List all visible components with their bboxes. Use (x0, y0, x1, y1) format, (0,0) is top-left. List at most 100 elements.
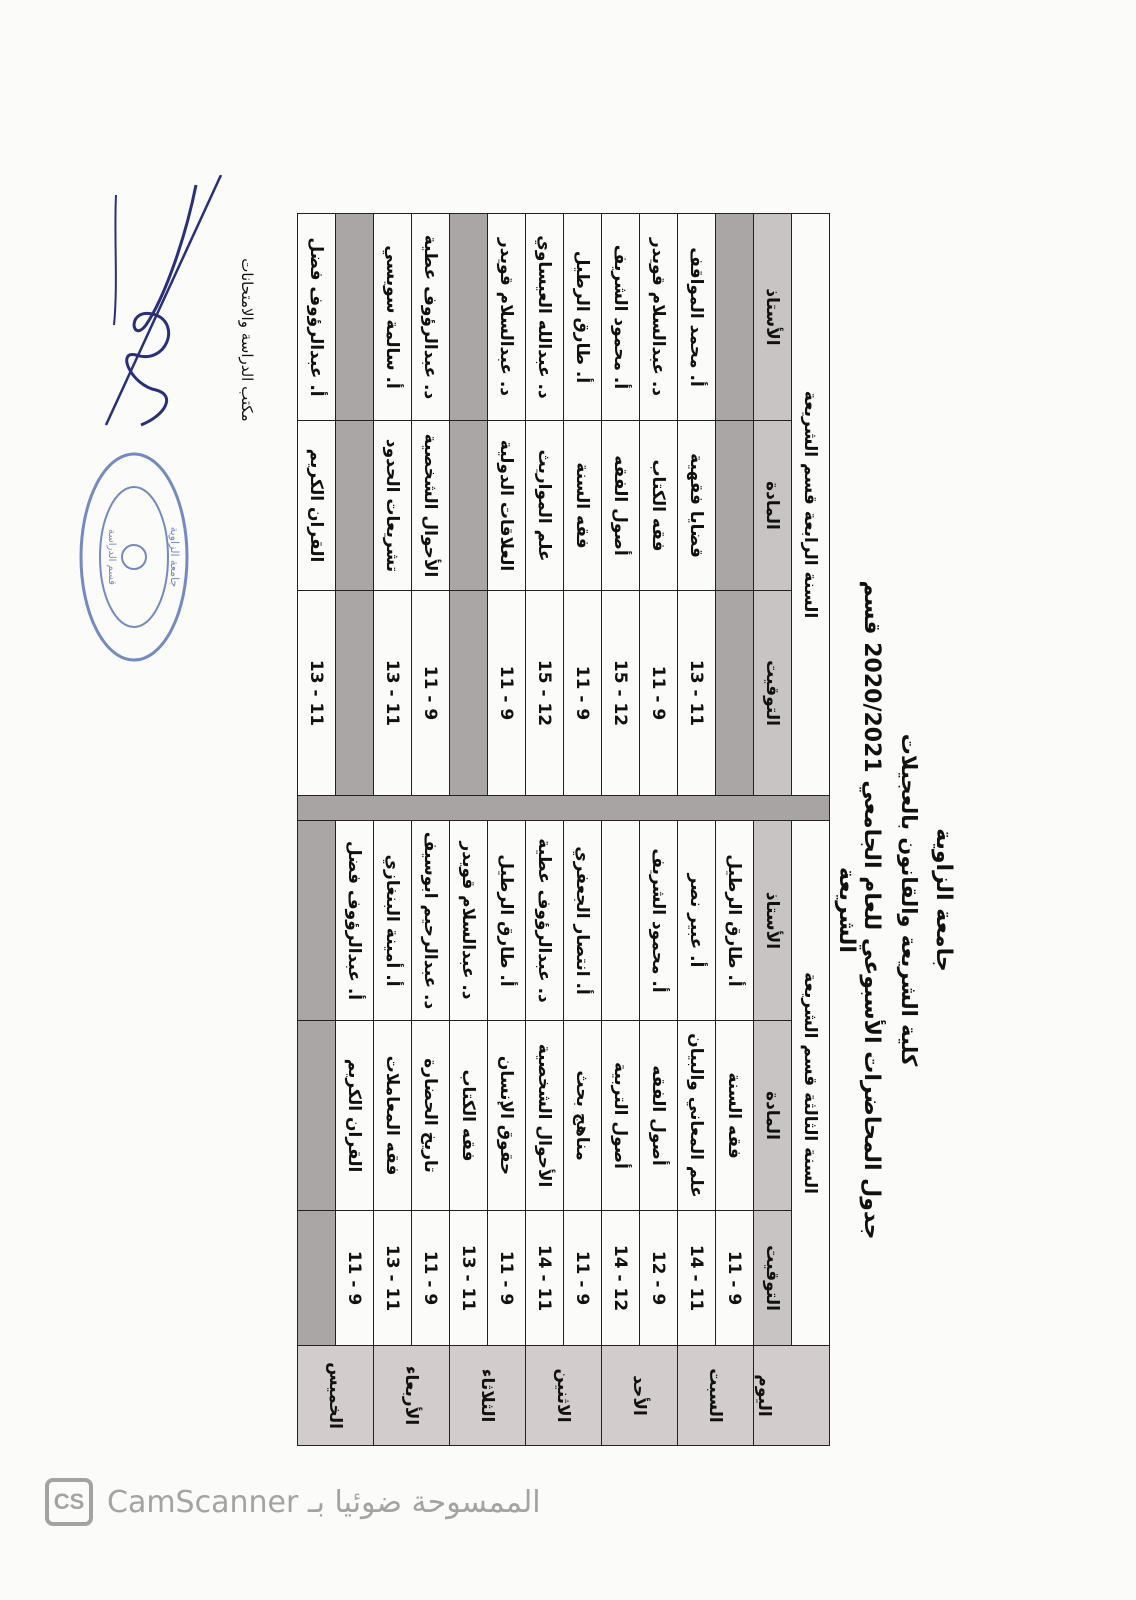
year3-instructor-cell: د. عبدالسلام قويدر (449, 820, 488, 1021)
year4-instructor-cell: أ. طارق الرطيل (563, 213, 602, 421)
day-cell: الأحد (601, 1345, 678, 1446)
year3-time-cell: 11 - 13 (449, 1210, 488, 1346)
table-row: الأربعاء 9 - 11 تاريخ الحضارة د. عبدالرحيم … (373, 213, 450, 1446)
year3-time-cell: 11 - 14 (677, 1210, 716, 1346)
university-name: جامعة الزاوية (931, 828, 956, 972)
year3-instructor-cell: د. عبدالرؤوف عطية (525, 820, 564, 1021)
year3-instructor-header: الأستاذ (753, 820, 792, 1021)
table-row: 11 - 14 الأحوال الشخصية د. عبدالرؤوف عطية 1… (525, 213, 564, 1446)
year3-time-cell: 12 - 14 (601, 1210, 640, 1346)
year3-time-cell: 9 - 11 (411, 1210, 450, 1346)
year3-empty-cell (297, 820, 336, 1021)
year3-time-cell: 9 - 11 (563, 1210, 602, 1346)
year4-instructor-cell: د. عبدالرؤوف عطية (411, 213, 450, 421)
table-row: الثلاثاء 9 - 11 حقوق الإنسان أ. طارق الرطيل… (449, 213, 526, 1446)
year3-subject-cell: فقه السنة (715, 1020, 754, 1211)
year3-subject-cell: أصول التربية (601, 1020, 640, 1211)
watermark-text: الممسوحة ضوئيا بـ CamScanner (107, 1484, 541, 1520)
column-header-row: التوقيت المادة الأستاذ التوقيت المادة الأستاذ (753, 213, 792, 1446)
year4-instructor-cell: د. عبدالسلام قويدر (487, 213, 526, 421)
table-row: الخميس 9 - 11 القران الكريم أ. عبدالرؤوف فض… (297, 213, 374, 1446)
year3-subject-cell: أصول الفقه (639, 1020, 678, 1211)
year4-empty-cell (715, 420, 754, 591)
year3-time-cell: 11 - 14 (525, 1210, 564, 1346)
year3-instructor-cell: أ. أمينة البنغازي (373, 820, 412, 1021)
year3-instructor-cell: أ. محمود الشريف (639, 820, 678, 1021)
year4-time-cell: 9 - 11 (487, 590, 526, 796)
day-cell: الخميس (297, 1345, 374, 1446)
year3-subject-cell: فقه الكتاب (449, 1020, 488, 1211)
title-row: اليوم السنة الثالثة قسم الشريعة السنة الرا… (297, 213, 830, 1446)
year3-time-cell: 9 - 11 (715, 1210, 754, 1346)
year4-time-cell: 11 - 13 (297, 590, 336, 796)
year4-time-cell: 11 - 13 (677, 590, 716, 796)
year4-time-cell: 12 - 15 (601, 590, 640, 796)
year3-subject-cell: الأحوال الشخصية (525, 1020, 564, 1211)
year4-subject-cell: أصول الفقه (601, 420, 640, 591)
year3-subject-cell: تاريخ الحضارة (411, 1020, 450, 1211)
year3-subject-cell: علم المعاني والبيان (677, 1020, 716, 1211)
year4-empty-cell (715, 590, 754, 796)
year4-time-cell: 9 - 11 (411, 590, 450, 796)
year4-empty-cell (715, 213, 754, 421)
year4-time-header: التوقيت (753, 590, 792, 796)
year4-subject-cell: العلاقات الدولية (487, 420, 526, 591)
year4-subject-cell: فقه الكتاب (639, 420, 678, 591)
svg-text:جامعة الزاوية: جامعة الزاوية (168, 527, 181, 588)
year4-title: السنة الرابعة قسم الشريعة (791, 213, 830, 796)
year4-time-cell: 12 - 15 (525, 590, 564, 796)
year4-instructor-header: الأستاذ (753, 213, 792, 421)
year4-time-cell: 9 - 11 (639, 590, 678, 796)
table-row: الاثنين 9 - 11 مناهج بحث أ. انتصار الجعفري 9… (525, 213, 602, 1446)
year4-empty-cell (449, 420, 488, 591)
year3-subject-header: المادة (753, 1020, 792, 1211)
table-row: 11 - 13 فقه الكتاب د. عبدالسلام قويدر (449, 213, 488, 1446)
section-separator (297, 795, 830, 821)
schedule-table: اليوم السنة الثالثة قسم الشريعة السنة الرا… (297, 213, 830, 1446)
year3-empty-cell (297, 1210, 336, 1346)
table-row: 11 - 14 علم المعاني والبيان أ. عبير نصر 11 … (677, 213, 716, 1446)
year3-instructor-cell (601, 820, 640, 1021)
year3-subject-cell: القران الكريم (335, 1020, 374, 1211)
department-stamp: جامعة الزاوية قسم الدراسة (79, 452, 189, 662)
year3-instructor-cell: أ. طارق الرطيل (487, 820, 526, 1021)
year3-time-header: التوقيت (753, 1210, 792, 1346)
year4-empty-cell (335, 213, 374, 421)
table-row: 11 - 13 القران الكريم أ. عبدالرؤوف فضل (297, 213, 336, 1446)
year3-time-cell: 9 - 12 (639, 1210, 678, 1346)
year4-empty-cell (335, 420, 374, 591)
year4-empty-cell (449, 590, 488, 796)
camscanner-logo-icon: CS (45, 1478, 93, 1526)
year3-time-cell: 9 - 11 (487, 1210, 526, 1346)
table-row: 12 - 14 أصول التربية 12 - 15 أصول الفقه أ. م… (601, 213, 640, 1446)
year4-subject-cell: فقه السنة (563, 420, 602, 591)
year4-time-cell: 11 - 13 (373, 590, 412, 796)
year4-subject-header: المادة (753, 420, 792, 591)
year3-empty-cell (297, 1020, 336, 1211)
year3-subject-cell: مناهج بحث (563, 1020, 602, 1211)
svg-text:قسم الدراسة: قسم الدراسة (106, 529, 117, 585)
year4-instructor-cell: أ. محمد المواقف (677, 213, 716, 421)
year3-time-cell: 11 - 13 (373, 1210, 412, 1346)
table-row: الأحد 9 - 12 أصول الفقه أ. محمود الشريف 9 - … (601, 213, 678, 1446)
year3-instructor-cell: أ. طارق الرطيل (715, 820, 754, 1021)
day-cell: الأربعاء (373, 1345, 450, 1446)
year4-subject-cell: القران الكريم (297, 420, 336, 591)
year4-empty-cell (335, 590, 374, 796)
year3-instructor-cell: أ. عبير نصر (677, 820, 716, 1021)
table-row: 11 - 13 فقه المعاملات أ. أمينة البنغازي 11 … (373, 213, 412, 1446)
year3-time-cell: 9 - 11 (335, 1210, 374, 1346)
year4-instructor-cell: أ. محمود الشريف (601, 213, 640, 421)
day-cell: الثلاثاء (449, 1345, 526, 1446)
year4-instructor-cell: د. عبدالله العيساوي (525, 213, 564, 421)
year3-instructor-cell: د. عبدالرحيم ابوسيف (411, 820, 450, 1021)
year4-subject-cell: الأحوال الشخصية (411, 420, 450, 591)
year4-subject-cell: علم المواريث (525, 420, 564, 591)
table-row: السبت 9 - 11 فقه السنة أ. طارق الرطيل (677, 213, 754, 1446)
faculty-name: كلية الشريعة والقانون بالعجيلات (897, 733, 921, 1067)
year3-title: السنة الثالثة قسم الشريعة (791, 820, 830, 1346)
year4-empty-cell (449, 213, 488, 421)
year3-instructor-cell: أ. عبدالرؤوف فضل (335, 820, 374, 1021)
exams-office-label: مكتب الدراسة والامتحانات (238, 258, 256, 422)
